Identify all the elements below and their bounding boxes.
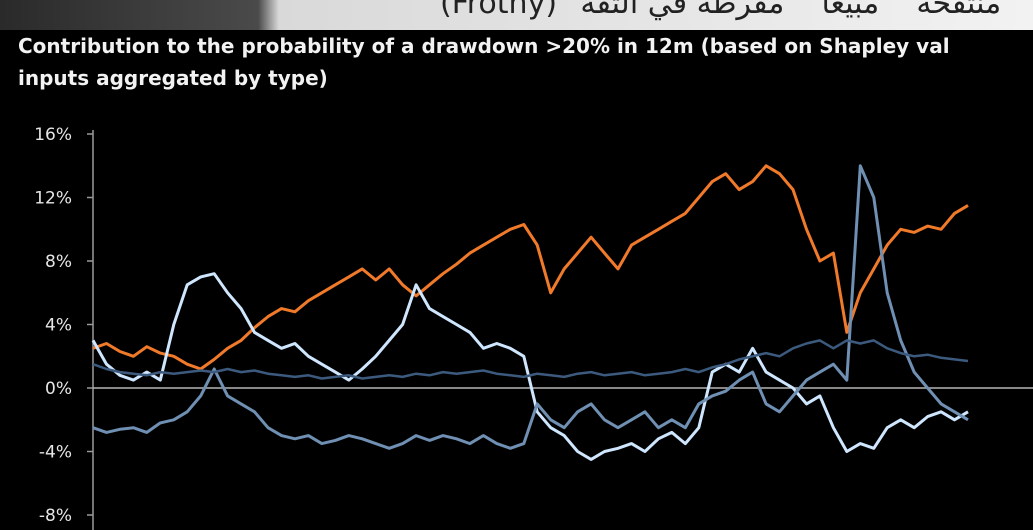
series-line-1 <box>92 164 969 371</box>
y-tick-label: -4% <box>39 443 72 463</box>
series-line-3 <box>92 164 969 450</box>
y-tick-label: 4% <box>45 316 72 336</box>
chart-title-line-1: Contribution to the probability of a dra… <box>18 34 950 58</box>
series-line-2 <box>91 272 969 461</box>
series-line-4 <box>92 339 969 380</box>
y-axis-ticks: 16% 12% 8% 4% 0% -4% -8% <box>34 125 93 526</box>
y-tick-label: 12% <box>34 189 72 209</box>
overlay-caption: "منتفخة" "مبيعا" "مفرطة في الثقة" (Froth… <box>439 0 1015 21</box>
y-tick-label: -8% <box>39 506 72 526</box>
chart-series <box>91 164 969 461</box>
chart-title: Contribution to the probability of a dra… <box>18 30 1033 94</box>
y-tick-label: 0% <box>45 379 72 399</box>
chart-axes <box>92 130 1033 530</box>
top-overlay-strip: "منتفخة" "مبيعا" "مفرطة في الثقة" (Froth… <box>0 0 1033 30</box>
y-tick-label: 8% <box>45 252 72 272</box>
y-tick-label: 16% <box>34 125 72 145</box>
chart-title-line-2: inputs aggregated by type) <box>18 66 328 90</box>
